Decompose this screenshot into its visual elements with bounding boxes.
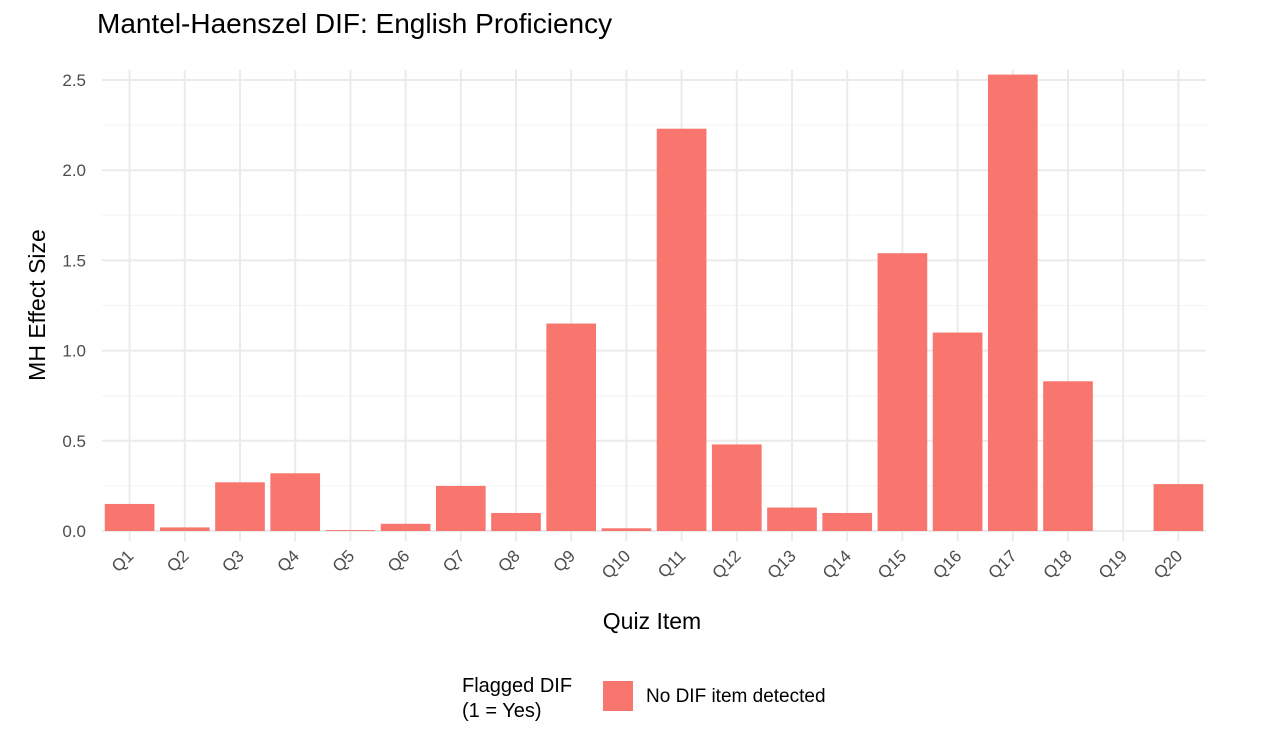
x-tick-label: Q6	[384, 546, 413, 575]
x-axis-title: Quiz Item	[603, 608, 701, 634]
x-tick-label: Q11	[654, 546, 689, 581]
y-tick-label: 1.5	[62, 251, 86, 270]
x-tick-label: Q14	[819, 546, 855, 582]
bars-group	[104, 74, 1204, 531]
bar-q6	[380, 523, 431, 531]
bar-q20	[1153, 484, 1204, 531]
legend-key-swatch	[603, 681, 633, 711]
bar-q15	[877, 253, 928, 531]
bar-q8	[491, 512, 541, 531]
legend-title-line1: Flagged DIF	[462, 675, 572, 697]
x-tick-label: Q8	[494, 546, 523, 575]
x-tick-label: Q15	[874, 546, 910, 582]
x-tick-label: Q12	[708, 546, 744, 582]
x-tick-label: Q19	[1095, 546, 1131, 582]
bar-q5	[325, 530, 376, 531]
bar-q10	[601, 528, 652, 531]
x-tick-label: Q7	[439, 546, 468, 575]
bar-q1	[104, 503, 155, 531]
x-tick-label: Q17	[984, 546, 1020, 582]
legend-title-line2: (1 = Yes)	[462, 700, 542, 722]
x-tick-label: Q18	[1040, 546, 1076, 582]
x-tick-label: Q13	[764, 546, 800, 582]
bar-q16	[932, 332, 983, 531]
y-tick-label: 2.5	[62, 71, 86, 90]
bar-q9	[546, 323, 597, 531]
chart-title: Mantel-Haenszel DIF: English Proficiency	[97, 8, 612, 39]
bar-q4	[270, 473, 321, 531]
x-tick-label: Q10	[598, 546, 634, 582]
grid-lines	[102, 70, 1206, 541]
y-tick-label: 2.0	[62, 161, 86, 180]
x-tick-label: Q20	[1150, 546, 1186, 582]
bar-q12	[711, 444, 762, 531]
legend-entry-label: No DIF item detected	[646, 686, 826, 707]
x-tick-label: Q5	[329, 546, 358, 575]
bar-q13	[767, 507, 817, 531]
bar-q14	[822, 512, 873, 531]
bar-q11	[656, 128, 707, 531]
bar-q2	[159, 527, 210, 531]
x-tick-label: Q9	[550, 546, 579, 575]
x-tick-label: Q1	[108, 546, 137, 575]
y-tick-labels: 0.0 0.5 1.0 1.5 2.0 2.5	[62, 71, 86, 541]
x-tick-label: Q2	[163, 546, 192, 575]
bar-q18	[1043, 381, 1093, 531]
legend: Flagged DIF (1 = Yes) No DIF item detect…	[462, 675, 826, 722]
y-axis-title: MH Effect Size	[24, 229, 50, 381]
bar-q7	[435, 485, 486, 531]
y-tick-label: 0.5	[62, 432, 86, 451]
x-tick-label: Q3	[218, 546, 247, 575]
bar-q17	[987, 74, 1038, 531]
y-tick-label: 1.0	[62, 342, 86, 361]
x-tick-label: Q4	[274, 546, 303, 575]
x-tick-labels: Q1 Q2 Q3 Q4 Q5 Q6 Q7 Q8 Q9 Q10 Q11 Q12 Q13 Q14 Q15 Q16 Q…	[108, 546, 1186, 582]
bar-q3	[215, 482, 265, 531]
x-tick-label: Q16	[929, 546, 965, 582]
y-tick-label: 0.0	[62, 522, 86, 541]
